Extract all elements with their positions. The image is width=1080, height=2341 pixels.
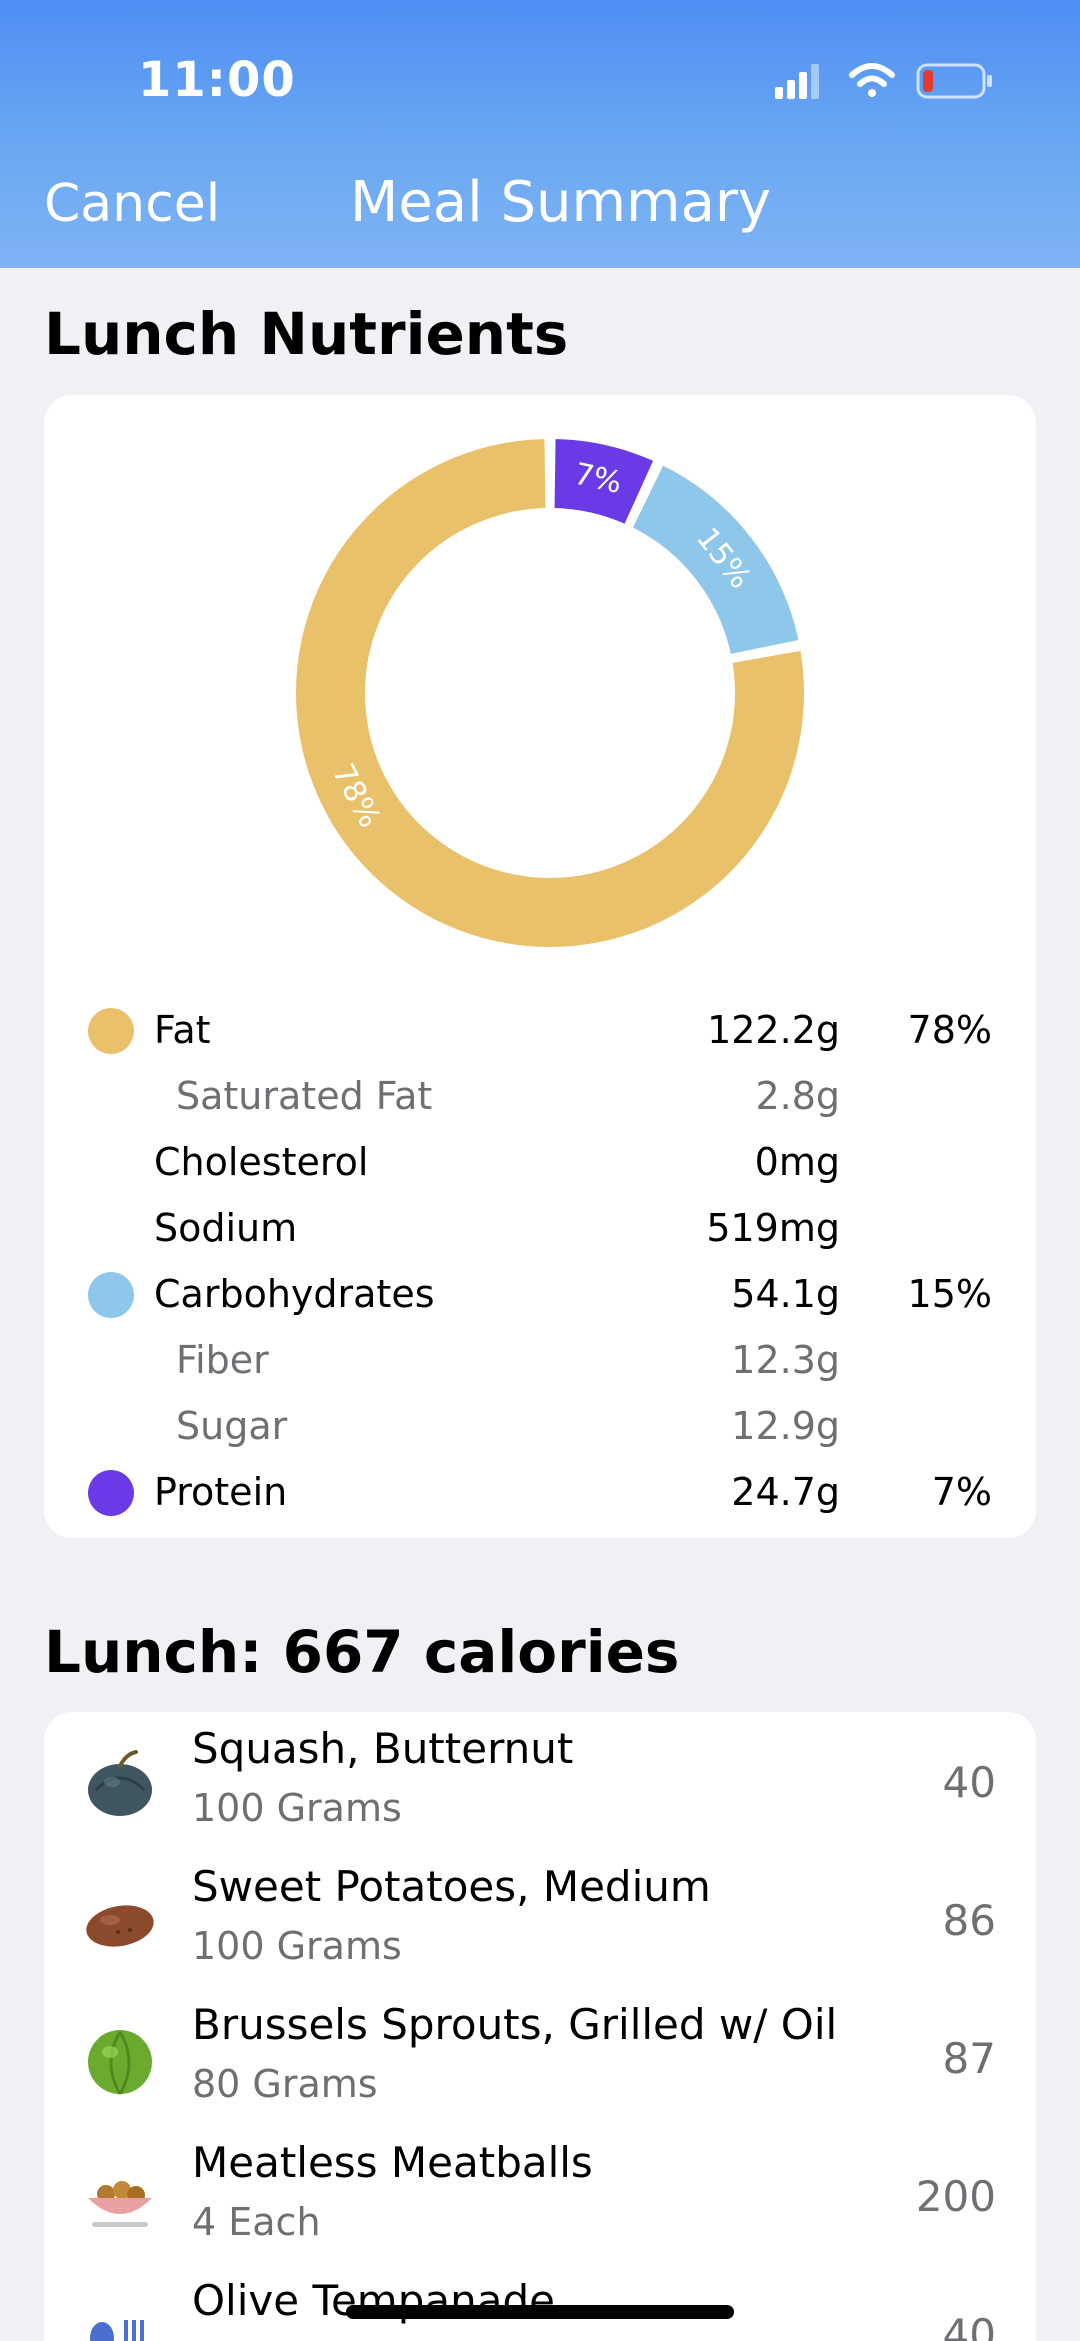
- donut-slice-fat: [292, 434, 808, 951]
- legend-dot-carbohydrates: [88, 1272, 134, 1318]
- nutrient-name: Sodium: [154, 1206, 298, 1250]
- nutrient-percent: 78%: [907, 1008, 992, 1052]
- nutrient-amount: 54.1g: [731, 1272, 840, 1316]
- food-quantity: 4 Each: [192, 2200, 321, 2244]
- food-calories: 40: [942, 1758, 996, 1807]
- nutrient-name: Fat: [154, 1008, 211, 1052]
- food-calories: 40: [942, 2310, 996, 2341]
- nutrient-donut-chart: 7%15%78%: [292, 434, 808, 951]
- nutrient-percent: 7%: [931, 1470, 992, 1514]
- foods-card: Squash, Butternut 100 Grams 40 Sweet Potato…: [44, 1712, 1036, 2341]
- legend-dot-protein: [88, 1470, 134, 1516]
- utensils-icon: [82, 2298, 158, 2341]
- nutrient-row-fat: Fat 122.2g 78%: [44, 998, 1036, 1064]
- nutrient-name: Saturated Fat: [176, 1074, 433, 1118]
- food-calories: 86: [942, 1896, 996, 1945]
- food-name: Meatless Meatballs: [192, 2138, 593, 2187]
- nutrient-row-fiber: Fiber 12.3g: [44, 1328, 1036, 1394]
- nutrient-name: Cholesterol: [154, 1140, 369, 1184]
- legend-dot-fat: [88, 1008, 134, 1054]
- wifi-icon: [849, 63, 895, 97]
- food-calories: 87: [942, 2034, 996, 2083]
- nutrient-amount: 122.2g: [707, 1008, 840, 1052]
- nutrient-row-sodium: Sodium 519mg: [44, 1196, 1036, 1262]
- nutrient-name: Fiber: [176, 1338, 269, 1382]
- food-row[interactable]: Sweet Potatoes, Medium 100 Grams 86: [44, 1850, 1036, 1988]
- nutrient-name: Carbohydrates: [154, 1272, 435, 1316]
- nutrient-amount: 0mg: [754, 1140, 840, 1184]
- nutrient-row-cholesterol: Cholesterol 0mg: [44, 1130, 1036, 1196]
- nutrient-amount: 2.8g: [755, 1074, 840, 1118]
- page-title: Meal Summary: [350, 170, 772, 235]
- donut-slice-protein: [550, 434, 659, 529]
- nutrient-row-sugar: Sugar 12.9g: [44, 1394, 1036, 1460]
- squash-icon: [82, 1746, 158, 1822]
- food-calories: 200: [915, 2172, 996, 2221]
- battery-icon: [916, 63, 992, 99]
- donut-slice-carbohydrates: [627, 460, 804, 659]
- sweet-potato-icon: [82, 1884, 158, 1960]
- header: 11:00 Cancel Meal Summary: [0, 0, 1080, 268]
- nutrient-name: Sugar: [176, 1404, 288, 1448]
- signal-icon: [775, 64, 819, 99]
- nutrient-amount: 519mg: [706, 1206, 840, 1250]
- status-time: 11:00: [138, 52, 296, 108]
- nutrient-row-protein: Protein 24.7g 7%: [44, 1460, 1036, 1526]
- food-row[interactable]: Meatless Meatballs 4 Each 200: [44, 2126, 1036, 2264]
- nutrients-card: 7% 15% 78% Fat 122.2g 78% Saturated Fat 2.8g Ch…: [44, 395, 1036, 1538]
- food-quantity: 80 Grams: [192, 2062, 378, 2106]
- cancel-button[interactable]: Cancel: [44, 174, 221, 234]
- nutrient-name: Protein: [154, 1470, 288, 1514]
- food-name: Squash, Butternut: [192, 1724, 574, 1773]
- food-row[interactable]: Brussels Sprouts, Grilled w/ Oil 80 Grams…: [44, 1988, 1036, 2126]
- food-row[interactable]: Squash, Butternut 100 Grams 40: [44, 1712, 1036, 1850]
- food-row[interactable]: Olive Tempanade 40: [44, 2264, 1036, 2341]
- nutrient-percent: 15%: [907, 1272, 992, 1316]
- food-quantity: 100 Grams: [192, 1924, 402, 1968]
- food-name: Sweet Potatoes, Medium: [192, 1862, 711, 1911]
- foods-section-title: Lunch: 667 calories: [44, 1618, 680, 1686]
- brussels-sprout-icon: [82, 2022, 158, 2098]
- nutrient-amount: 12.3g: [731, 1338, 840, 1382]
- meatballs-bowl-icon: [82, 2160, 158, 2236]
- nutrient-row-carbohydrates: Carbohydrates 54.1g 15%: [44, 1262, 1036, 1328]
- nutrient-row-saturated-fat: Saturated Fat 2.8g: [44, 1064, 1036, 1130]
- nutrient-amount: 24.7g: [731, 1470, 840, 1514]
- nutrients-section-title: Lunch Nutrients: [44, 300, 569, 368]
- food-name: Brussels Sprouts, Grilled w/ Oil: [192, 2000, 838, 2049]
- home-indicator: [346, 2305, 734, 2319]
- status-icons: [775, 63, 992, 99]
- nutrient-amount: 12.9g: [731, 1404, 840, 1448]
- food-quantity: 100 Grams: [192, 1786, 402, 1830]
